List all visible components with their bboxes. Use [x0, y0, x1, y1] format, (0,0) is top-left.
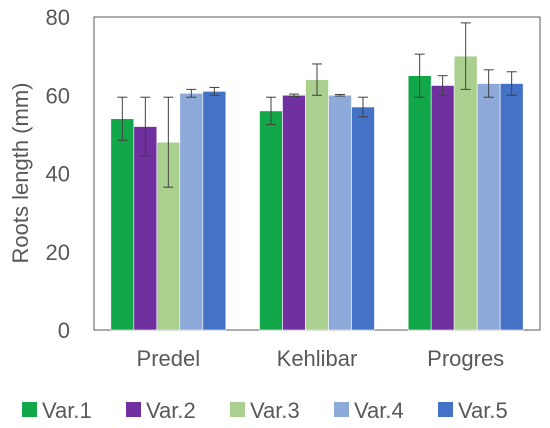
legend-swatch	[230, 402, 245, 417]
x-tick-label: Progres	[427, 346, 504, 371]
bar	[202, 91, 227, 331]
bar	[179, 92, 204, 331]
bar	[110, 118, 135, 331]
legend-swatch	[22, 402, 37, 417]
y-tick-label: 80	[46, 5, 70, 30]
legend-label: Var.3	[250, 398, 300, 423]
bar	[133, 126, 158, 331]
y-axis-label: Roots length (mm)	[8, 83, 33, 264]
legend: Var.1 Var.2 Var.3 Var.4 Var.5	[22, 398, 508, 423]
bar	[351, 106, 375, 331]
y-axis-ticks: 0 20 40 60 80	[46, 5, 70, 343]
bar	[476, 83, 501, 331]
bar	[453, 55, 478, 331]
legend-label: Var.5	[458, 398, 508, 423]
error-bars	[117, 22, 517, 188]
x-tick-label: Predel	[137, 346, 201, 371]
legend-label: Var.2	[146, 398, 196, 423]
x-axis-ticks: Predel Kehlibar Progres	[137, 346, 505, 371]
legend-swatch	[334, 402, 349, 417]
bar	[407, 75, 432, 331]
legend-label: Var.1	[42, 398, 92, 423]
bar	[328, 94, 352, 331]
legend-swatch	[126, 402, 141, 417]
y-tick-label: 40	[46, 162, 70, 187]
bar	[259, 110, 283, 331]
bar-series	[110, 55, 524, 331]
bar	[499, 83, 524, 331]
legend-label: Var.4	[354, 398, 404, 423]
bar	[305, 79, 329, 331]
y-tick-label: 60	[46, 83, 70, 108]
y-tick-label: 20	[46, 240, 70, 265]
legend-swatch	[438, 402, 453, 417]
y-tick-label: 0	[58, 318, 70, 343]
bar	[430, 85, 455, 331]
x-tick-label: Kehlibar	[277, 346, 358, 371]
bar	[282, 94, 306, 331]
